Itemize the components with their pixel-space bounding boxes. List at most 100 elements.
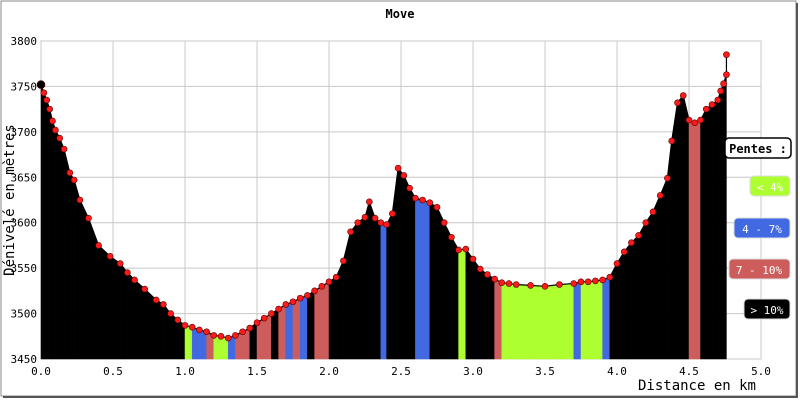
data-point [668,137,676,145]
y-tick-label: 3650 [11,171,38,184]
data-point [239,328,246,336]
y-tick-labels: 3450 3500 3550 3600 3650 3700 3750 3800 [11,35,38,366]
slope-segment [127,272,135,360]
data-point [43,96,51,104]
data-point [664,174,671,182]
slope-segment [706,104,713,360]
data-point [620,248,628,256]
data-point [484,271,491,278]
data-point [60,145,68,153]
data-point [469,255,477,263]
data-point [260,314,268,322]
data-point [541,283,549,290]
data-point [708,101,716,108]
slope-segment [285,301,294,360]
slope-segment [479,268,488,360]
slope-segment [59,138,65,360]
y-tick-label: 3750 [11,80,38,93]
y-tick-label: 3500 [11,308,38,321]
slope-segment [458,248,467,360]
data-point [366,198,373,206]
data-point [141,285,148,293]
data-point [491,275,498,283]
profile-points [36,51,730,342]
data-point [217,332,225,340]
legend-swatch-7-10 [728,258,791,280]
slope-segment [307,290,315,360]
slope-segment [79,199,89,360]
data-point [406,184,413,192]
slope-segment [717,90,721,360]
data-point [289,298,297,306]
data-point [556,281,563,288]
x-tick-label: 3.0 [463,365,483,378]
data-point [36,80,46,89]
data-point [160,301,167,308]
data-point [70,176,78,184]
slope-segment [374,217,382,360]
data-point [613,260,621,267]
chart-title: Move [386,7,415,21]
slope-segment [321,281,330,360]
slope-segment [314,285,323,360]
slope-segment [55,129,60,360]
data-point [40,89,48,97]
slope-segment [155,299,164,360]
slope-segment [623,241,632,360]
data-point [66,169,74,177]
legend-swatch-4-7 [733,217,791,239]
slope-segment [645,210,654,360]
data-point [174,316,182,324]
legend-label-lt4: < 4% [757,181,784,194]
data-point [720,80,727,88]
data-point [527,282,534,289]
slope-segment [369,201,376,360]
data-point [332,273,340,281]
data-point [714,96,722,104]
slope-segment [616,250,625,360]
data-point [181,322,189,329]
slope-segment [119,262,128,360]
slope-segment [515,284,531,360]
data-point [592,277,599,285]
data-point [85,214,92,222]
data-point [412,194,419,202]
slope-segment [652,195,661,360]
data-point [383,221,390,228]
slope-segment [328,276,337,360]
x-tick-label: 1.0 [175,365,195,378]
data-point [505,280,513,287]
data-point [188,323,196,331]
data-point [440,219,448,227]
slope-segment [184,325,193,360]
data-point [394,164,402,172]
data-point [253,319,261,326]
slope-segment [530,285,546,360]
legend-title: Pentes : [729,142,787,156]
data-point [347,228,354,236]
data-point [268,310,275,317]
data-point [246,324,254,332]
y-tick-label: 3450 [11,353,38,366]
data-point [46,105,53,113]
slope-segment [63,149,71,360]
data-point [361,213,369,221]
slope-segment [638,221,647,360]
slope-segment [443,222,452,360]
slope-segment [43,92,48,360]
data-point [282,301,290,308]
data-point [419,196,426,204]
legend-label-gt10: > 10% [750,304,783,317]
slope-segment [436,207,445,360]
data-point [116,260,124,267]
data-point [426,199,434,207]
slope-segment [422,199,431,360]
data-point [656,192,664,199]
slope-segment [98,244,111,360]
data-point [584,278,592,286]
data-point [679,92,687,99]
data-point [649,208,657,216]
profile-line [40,74,728,339]
